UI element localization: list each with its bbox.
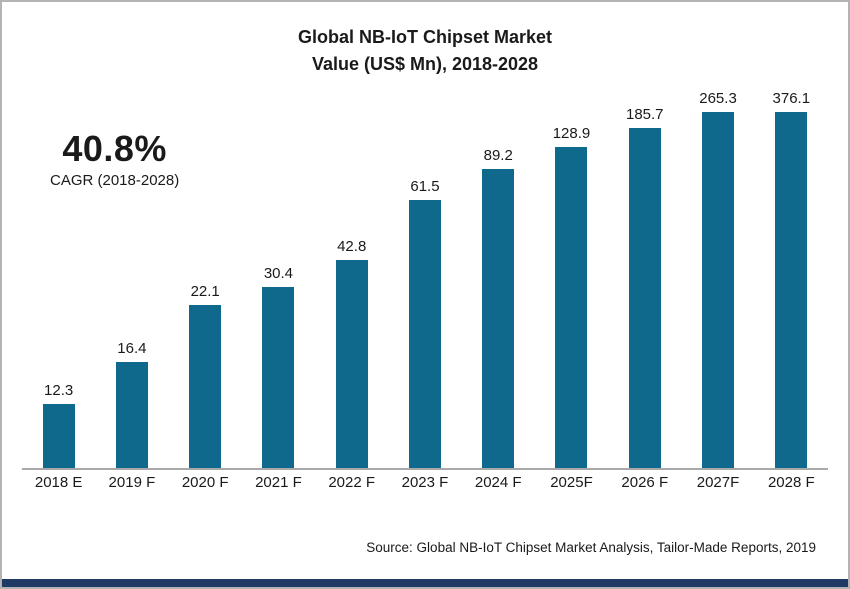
bar-value-label: 376.1: [772, 90, 811, 107]
bar-value-label: 61.5: [410, 178, 440, 195]
x-tick-label: 2018 E: [34, 474, 83, 491]
bar-value-label: 185.7: [625, 106, 664, 123]
cagr-annotation: 40.8% CAGR (2018-2028): [50, 128, 179, 189]
bar-column: 61.5: [388, 90, 461, 468]
x-tick-label: 2021 F: [255, 474, 302, 491]
bar-column: 30.4: [242, 90, 315, 468]
footer-accent-bar: [2, 579, 848, 587]
bar-column: 185.7: [608, 90, 681, 468]
chart-title: Global NB-IoT Chipset Market Value (US$ …: [2, 2, 848, 78]
bar: [702, 112, 735, 468]
bar: [628, 128, 661, 468]
x-tick-label: 2022 F: [328, 474, 376, 491]
cagr-label: CAGR (2018-2028): [50, 172, 180, 189]
bar: [42, 404, 75, 468]
bar-column: 89.2: [462, 90, 535, 468]
bar: [408, 200, 441, 468]
x-tick-label: 2019 F: [108, 474, 156, 491]
plot-area: 12.3 16.4 22.1 30.4 42.8 61.5 89.2 128.9 185.7 26…: [22, 90, 828, 470]
bar-value-label: 30.4: [263, 265, 294, 282]
x-tick-label: 2024 F: [474, 474, 522, 491]
bar: [189, 305, 222, 468]
bar-column: 16.4: [95, 90, 168, 468]
x-tick-label: 2026 F: [621, 474, 669, 491]
bar-column: 22.1: [169, 90, 242, 468]
bar-column: 265.3: [681, 90, 754, 468]
x-tick-label: 2020 F: [181, 474, 229, 491]
source-text: Source: Global NB-IoT Chipset Market Ana…: [366, 540, 816, 555]
x-tick-label: 2028 F: [767, 474, 815, 491]
bar: [115, 362, 148, 468]
bar: [775, 112, 808, 468]
bar: [262, 287, 295, 468]
bar-value-label: 265.3: [699, 90, 737, 107]
cagr-value: 40.8%: [62, 128, 167, 169]
bar-column: 12.3: [22, 90, 95, 468]
bar-column: 128.9: [535, 90, 608, 468]
bar: [555, 147, 588, 468]
bar-value-label: 16.4: [117, 340, 147, 357]
bar-column: 376.1: [755, 90, 828, 468]
x-tick-label: 2023 F: [401, 474, 449, 491]
bar-value-label: 12.3: [44, 382, 74, 399]
bar-value-label: 42.8: [337, 238, 367, 255]
x-axis-labels: 2018 E 2019 F 2020 F 2021 F 2022 F 2023 F 2024…: [22, 474, 828, 491]
bar-value-label: 22.1: [190, 283, 220, 300]
chart-title-line2: Value (US$ Mn), 2018-2028: [311, 54, 539, 74]
x-tick-label: 2027F: [696, 474, 740, 491]
bar-value-label: 128.9: [552, 125, 591, 142]
bar-value-label: 89.2: [483, 147, 513, 164]
bar: [335, 260, 368, 468]
bar: [482, 169, 515, 468]
chart-title-line1: Global NB-IoT Chipset Market: [297, 27, 553, 47]
bar-column: 42.8: [315, 90, 388, 468]
x-tick-label: 2025F: [550, 474, 593, 491]
